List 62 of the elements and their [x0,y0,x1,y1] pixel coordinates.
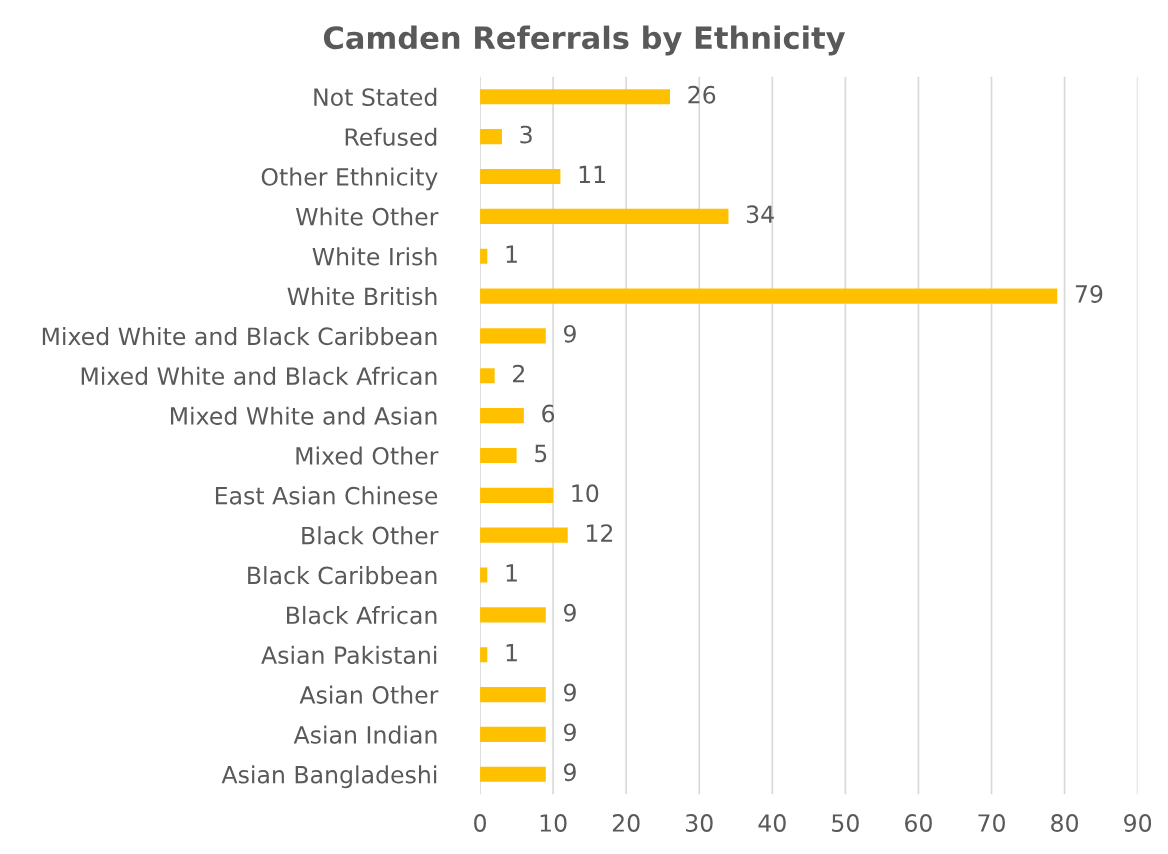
data-label: 6 [542,404,555,423]
bar [480,368,495,384]
y-tick-label: Mixed Other [296,446,439,465]
y-tick-label: Mixed White and Asian [170,406,437,425]
data-label: 11 [579,165,605,184]
y-tick-label: Black Caribbean [248,566,437,585]
x-tick-label: 80 [1051,814,1079,832]
data-label: 26 [688,85,716,104]
data-label: 34 [746,205,774,224]
data-label: 9 [563,763,576,782]
y-tick-label: Other Ethnicity [261,167,438,191]
data-label: 79 [1075,285,1103,303]
bar [480,89,671,105]
data-label: 1 [506,564,517,582]
y-tick-label: White Other [295,207,439,226]
y-tick-label: Mixed White and Black African [81,366,437,386]
x-tick-label: 90 [1124,814,1152,832]
data-label: 2 [513,364,524,383]
y-tick-label: Black African [287,605,437,625]
data-label: 5 [535,444,547,463]
bar [480,328,546,344]
y-tick-label: Mixed White and Black Caribbean [42,326,437,346]
x-tick-label: 10 [540,814,567,832]
data-label: 9 [563,683,576,702]
bar [480,408,524,424]
data-label: 12 [586,524,613,542]
data-label: 9 [563,723,576,742]
bar [480,129,502,145]
data-label: 1 [506,644,517,662]
y-tick-label: Not Stated [314,87,437,107]
bar [480,168,561,185]
y-tick-label: Refused [345,127,437,146]
data-label: 1 [506,245,517,263]
y-tick-label: White Irish [312,247,437,266]
bar [480,766,546,782]
bar [480,288,1058,304]
x-tick-label: 70 [978,814,1005,832]
data-label: 3 [520,125,532,144]
data-label: 10 [572,484,599,503]
y-tick-label: East Asian Chinese [215,486,438,505]
x-tick-label: 60 [905,814,932,832]
data-label: 9 [563,603,576,622]
x-tick-label: 20 [612,814,640,832]
x-tick-label: 40 [758,814,786,832]
bar [480,607,546,623]
y-tick-label: Asian Indian [293,725,437,744]
y-tick-label: Black Other [302,526,439,545]
chart-title: Camden Referrals by Ethnicity [323,25,846,56]
bar [480,726,546,743]
x-tick-label: 30 [686,814,713,832]
bar [480,447,517,464]
bar [480,527,568,543]
y-tick-label: Asian Pakistani [261,645,437,665]
bar [480,487,554,503]
y-tick-label: White British [287,287,437,306]
data-label: 9 [563,324,576,343]
x-tick-label: 0 [474,814,486,832]
y-tick-label: Asian Other [299,685,439,704]
bar [480,687,546,703]
bar [480,208,729,224]
x-tick-label: 50 [832,814,859,832]
y-tick-label: Asian Bangladeshi [221,765,437,789]
